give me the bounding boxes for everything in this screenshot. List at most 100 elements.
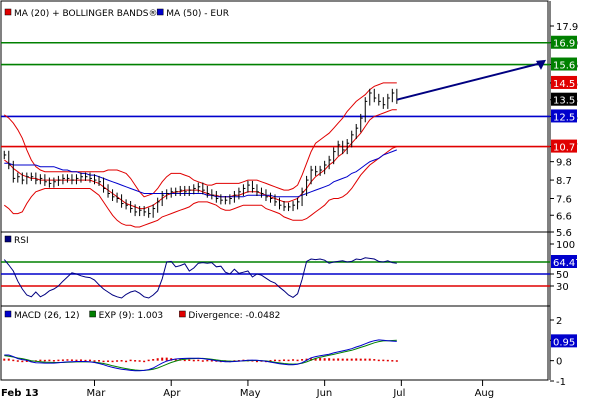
y-tick-label: 100	[556, 240, 575, 251]
legend-swatch	[4, 310, 12, 318]
divergence-bar	[134, 360, 137, 362]
divergence-bar	[48, 359, 51, 362]
y-tick-label: 6.6	[556, 211, 572, 222]
divergence-bar	[138, 360, 141, 362]
legend-swatch	[89, 310, 96, 318]
x-tick-label: May	[240, 388, 261, 399]
divergence-bar	[61, 359, 64, 361]
legend-label: MA (20) + BOLLINGER BANDS®	[14, 9, 158, 19]
value-tag	[551, 57, 577, 71]
divergence-bar	[278, 359, 281, 362]
y-tick-label: 5.6	[556, 228, 572, 239]
x-tick-label: Aug	[475, 388, 495, 399]
divergence-bar	[328, 358, 331, 361]
x-tick-label: Feb 13	[1, 388, 39, 399]
divergence-bar	[107, 360, 110, 362]
bollinger-upper-line	[4, 82, 397, 198]
legend-label: EXP (9): 1.003	[99, 311, 164, 321]
divergence-bar	[269, 360, 272, 362]
divergence-bar	[382, 359, 385, 362]
divergence-bar	[274, 359, 276, 362]
value-tag-label: 16.9	[553, 39, 575, 50]
divergence-bar	[21, 360, 24, 363]
divergence-bar	[111, 360, 114, 363]
plot-frame	[0, 0, 549, 381]
divergence-bar	[25, 360, 28, 362]
divergence-bar	[120, 360, 123, 362]
divergence-bar	[377, 359, 380, 362]
legend-label: Divergence: -0.0482	[188, 311, 280, 321]
divergence-bar	[143, 360, 146, 363]
macd-line	[4, 339, 397, 372]
divergence-bar	[75, 359, 78, 362]
divergence-bar	[206, 359, 209, 362]
x-tick-label: Jul	[392, 388, 405, 399]
divergence-bar	[359, 358, 362, 361]
legend-swatch	[4, 8, 12, 16]
legend-swatch	[156, 8, 164, 16]
y-tick-label: 2	[556, 316, 562, 327]
divergence-bar	[314, 358, 317, 361]
divergence-bar	[174, 358, 177, 361]
divergence-bar	[88, 359, 91, 362]
divergence-bar	[165, 357, 168, 361]
y-tick-label: 8.7	[556, 176, 572, 187]
divergence-bar	[66, 359, 69, 361]
legend-label: MACD (26, 12)	[14, 311, 80, 321]
ma50-line	[4, 149, 397, 198]
value-tag	[551, 35, 577, 49]
divergence-bar	[84, 359, 87, 362]
divergence-bar	[12, 359, 15, 362]
divergence-bar	[255, 360, 258, 363]
value-tag-label: 0.95	[553, 337, 575, 348]
value-tag-label: 15.6	[553, 61, 575, 72]
divergence-bar	[125, 360, 128, 363]
divergence-bar	[3, 358, 6, 361]
divergence-bar	[102, 360, 105, 363]
divergence-bar	[364, 358, 367, 361]
divergence-bar	[43, 359, 46, 362]
y-tick-label: 50	[556, 270, 569, 281]
bollinger-lower-line	[3, 146, 397, 228]
y-tick-label: -1	[556, 377, 566, 388]
x-tick-label: Apr	[163, 388, 181, 399]
divergence-bar	[183, 359, 186, 362]
divergence-bar	[323, 358, 326, 361]
divergence-bar	[79, 359, 82, 361]
y-tick-label: 9.8	[556, 158, 572, 169]
value-tag	[551, 255, 577, 268]
divergence-bar	[16, 360, 19, 362]
divergence-bar	[391, 360, 394, 362]
divergence-bar	[197, 359, 200, 362]
y-tick-label: 0	[556, 357, 562, 368]
divergence-bar	[395, 360, 398, 362]
trend-arrow-line	[396, 61, 543, 101]
divergence-bar	[192, 359, 195, 362]
divergence-bar	[292, 359, 295, 361]
value-tag	[551, 139, 577, 153]
divergence-bar	[283, 359, 286, 361]
divergence-bar	[386, 359, 389, 362]
y-tick-label: 30	[556, 282, 569, 293]
y-tick-label: 17.9	[556, 22, 578, 33]
divergence-bar	[39, 359, 42, 362]
divergence-bar	[70, 359, 73, 361]
divergence-bar	[116, 360, 119, 362]
y-tick-label: 7.6	[556, 195, 572, 206]
value-tag-label: 64.47	[553, 258, 582, 269]
divergence-bar	[350, 358, 353, 361]
value-tag-label: 13.5	[553, 96, 575, 107]
divergence-bar	[296, 359, 299, 362]
divergence-bar	[332, 358, 335, 361]
macd-exp-line	[4, 339, 397, 371]
value-tag-label: 12.5	[553, 112, 575, 123]
divergence-bar	[210, 360, 213, 362]
divergence-bar	[355, 358, 358, 361]
trend-arrow-head	[536, 59, 546, 70]
divergence-bar	[52, 360, 55, 362]
divergence-bar	[201, 360, 204, 362]
divergence-bar	[368, 358, 371, 361]
divergence-bar	[319, 358, 322, 361]
divergence-bar	[305, 358, 308, 361]
